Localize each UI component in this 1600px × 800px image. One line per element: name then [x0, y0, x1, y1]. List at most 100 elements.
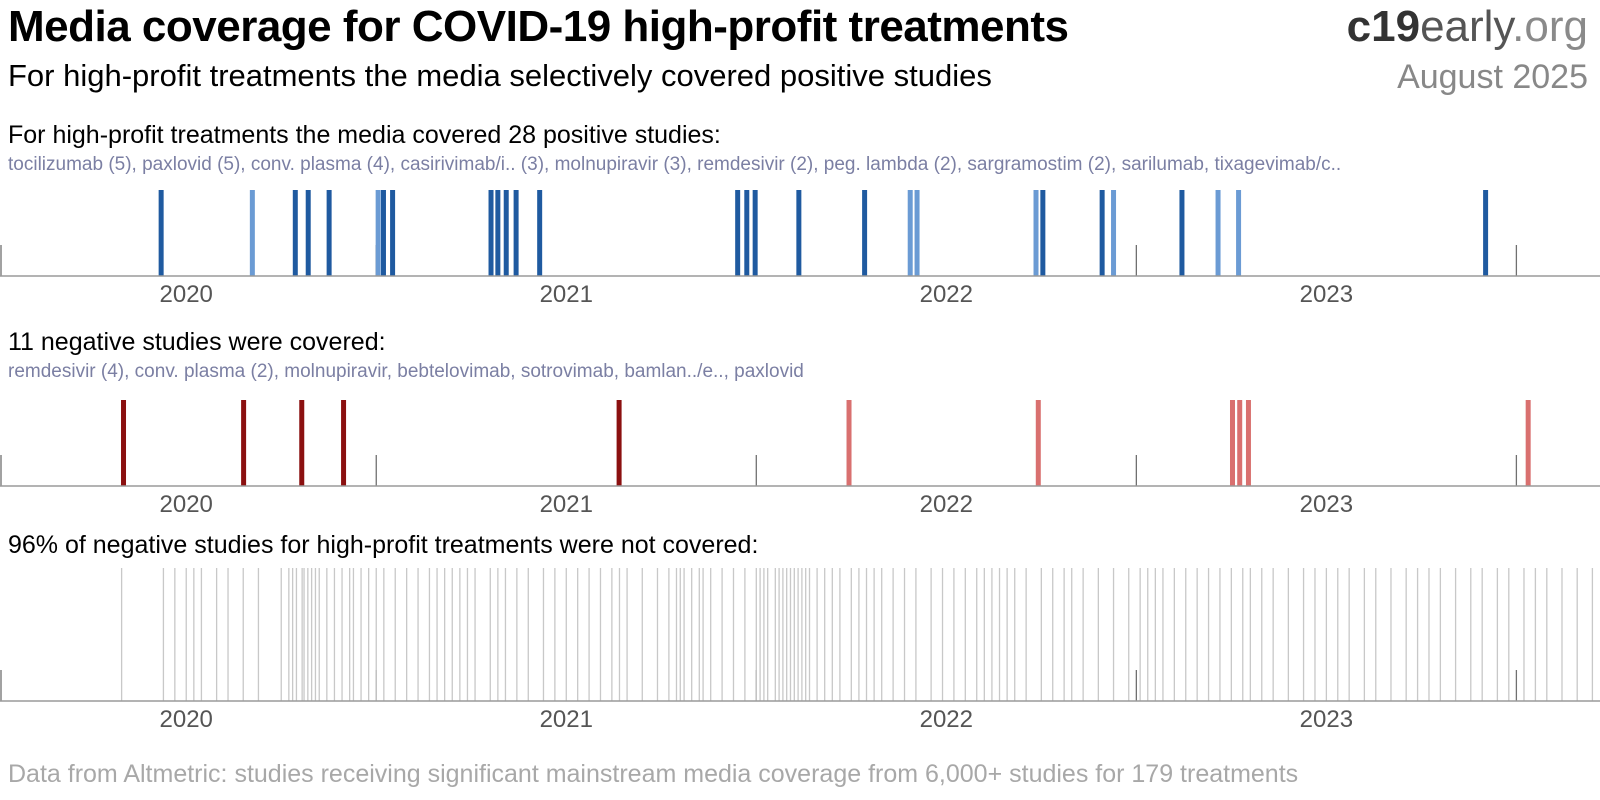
uncovered-study-bar — [991, 568, 993, 701]
positive-study-bar — [390, 190, 396, 276]
negative-treatments: remdesivir (4), conv. plasma (2), molnup… — [8, 361, 804, 382]
uncovered-study-bar — [1063, 568, 1065, 701]
uncovered-study-bar — [565, 568, 567, 701]
uncovered-study-bar — [1390, 568, 1392, 701]
positive-study-bar — [735, 190, 741, 276]
positive-study-bar — [862, 190, 868, 276]
uncovered-study-bar — [474, 568, 476, 701]
uncovered-study-bar — [915, 568, 917, 701]
negative-study-bar — [241, 400, 247, 486]
uncovered-study-bar — [1249, 568, 1252, 701]
negative-study-bar — [1229, 400, 1235, 486]
negative-study-bar — [1525, 400, 1531, 486]
positive-study-bar — [1215, 190, 1221, 276]
uncovered-study-bar — [326, 568, 328, 701]
uncovered-study-bar — [881, 568, 883, 701]
uncovered-study-bar — [1428, 568, 1430, 701]
uncovered-study-bar — [406, 568, 408, 701]
report-date: August 2025 — [1397, 58, 1588, 96]
uncovered-study-bar — [291, 568, 294, 701]
uncovered-study-bar — [892, 568, 894, 701]
uncovered-study-bar — [200, 568, 203, 701]
uncovered-study-bar — [1112, 568, 1115, 701]
uncovered-study-bar — [288, 568, 290, 701]
uncovered-study-bar — [675, 568, 678, 701]
uncovered-study-bar — [1546, 568, 1548, 701]
uncovered-study-bar — [1128, 568, 1130, 701]
positive-study-bar — [249, 190, 255, 276]
positive-study-bar — [1040, 190, 1046, 276]
data-source-footer: Data from Altmetric: studies receiving s… — [8, 760, 1299, 788]
uncovered-study-bar — [1363, 568, 1366, 701]
uncovered-study-bar — [295, 568, 298, 701]
positive-study-bar — [495, 190, 501, 276]
uncovered-study-bar — [732, 568, 735, 701]
negative-study-bar — [299, 400, 305, 486]
uncovered-study-bar — [1261, 568, 1263, 701]
uncovered-study-bar — [394, 568, 396, 701]
uncovered-study-bar — [301, 568, 303, 701]
page-title: Media coverage for COVID-19 high-profit … — [8, 2, 1069, 51]
uncovered-study-bar — [466, 568, 469, 701]
positive-study-bar — [537, 190, 543, 276]
uncovered-study-bar — [1496, 568, 1499, 701]
uncovered-study-bar — [801, 568, 803, 701]
positive-study-bar — [1179, 190, 1185, 276]
uncovered-study-bar — [360, 568, 362, 701]
uncovered-study-bar — [1147, 568, 1149, 701]
uncovered-study-bar — [333, 568, 336, 701]
uncovered-study-bar — [1040, 568, 1042, 701]
uncovered-study-bar — [850, 568, 852, 701]
negative-study-bar — [1035, 400, 1041, 486]
uncovered-study-bar — [1375, 568, 1377, 701]
uncovered-study-bar — [1154, 568, 1156, 701]
uncovered-study-bar — [436, 568, 438, 701]
uncovered-study-bar — [721, 568, 723, 701]
uncovered-study-bar — [1302, 568, 1305, 701]
uncovered-study-bar — [641, 568, 643, 701]
positive-study-bar — [752, 190, 758, 276]
brand-logo: c19early.org — [1346, 2, 1588, 51]
uncovered-study-bar — [459, 568, 461, 701]
uncovered-study-bar — [1162, 568, 1164, 701]
positive-study-bar — [914, 190, 920, 276]
uncovered-study-bar — [953, 568, 955, 701]
uncovered-study-bar — [778, 568, 780, 701]
uncovered-study-bar — [504, 568, 507, 701]
negative-study-bar — [341, 400, 347, 486]
uncovered-study-bar — [983, 568, 985, 701]
negative-study-bar — [616, 400, 622, 486]
uncovered-study-bar — [805, 568, 807, 701]
uncovered-study-bar — [1337, 568, 1339, 701]
positive-study-bar — [305, 190, 311, 276]
year-tick-label: 2022 — [920, 281, 973, 308]
uncovered-study-bar — [120, 568, 123, 701]
positive-study-bar — [744, 190, 750, 276]
positive-treatments: tocilizumab (5), paxlovid (5), conv. pla… — [8, 154, 1342, 175]
uncovered-study-bar — [341, 568, 343, 701]
uncovered-study-bar — [193, 568, 195, 701]
uncovered-study-bar — [976, 568, 978, 701]
uncovered-study-bar — [1219, 568, 1221, 701]
uncovered-study-bar — [1006, 568, 1008, 701]
year-tick-label: 2021 — [540, 491, 593, 518]
uncovered-study-bar — [1272, 568, 1274, 701]
negative-study-bar — [1237, 400, 1243, 486]
uncovered-study-bar — [428, 568, 431, 701]
uncovered-study-bar — [930, 568, 932, 701]
uncovered-study-bar — [588, 568, 590, 701]
positive-study-bar — [513, 190, 519, 276]
uncovered-study-bar — [1014, 568, 1016, 701]
uncovered-study-bar — [1534, 568, 1537, 701]
uncovered-study-bar — [691, 568, 693, 701]
uncovered-study-bar — [873, 568, 875, 701]
uncovered-study-bar — [1348, 568, 1350, 701]
positive-study-bar — [380, 190, 386, 276]
uncovered-study-bar — [1097, 568, 1099, 701]
positive-study-bar — [1099, 190, 1105, 276]
uncovered-study-bar — [808, 568, 811, 701]
positive-study-bar — [326, 190, 332, 276]
uncovered-study-bar — [1052, 568, 1054, 701]
uncovered-study-bar — [444, 568, 446, 701]
uncovered-study-bar — [998, 568, 1001, 701]
